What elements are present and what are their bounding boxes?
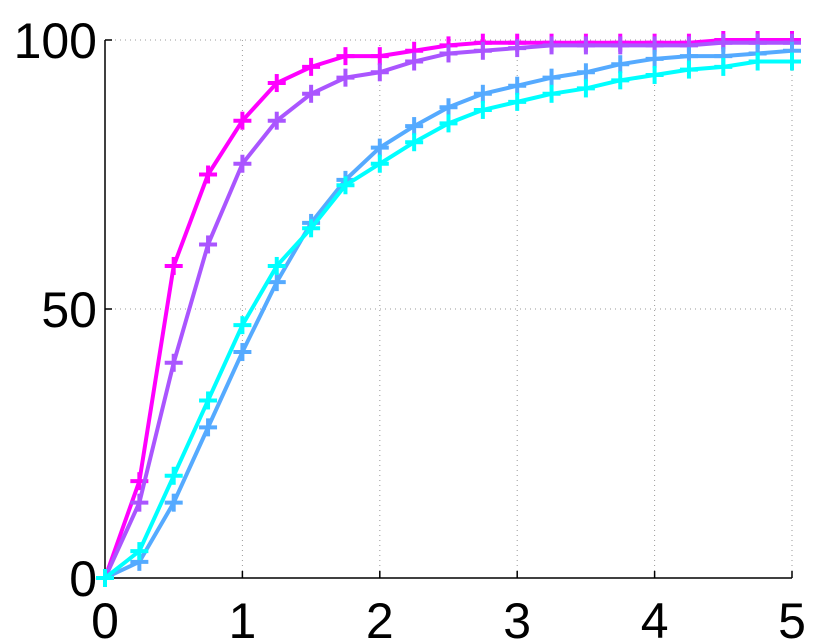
data-point-marker: [336, 47, 355, 66]
data-point-marker: [199, 418, 218, 437]
data-point-marker: [611, 71, 630, 90]
x-tick-label: 3: [503, 593, 531, 642]
data-point-marker: [576, 36, 595, 55]
data-point-marker: [611, 55, 630, 74]
data-point-marker: [508, 39, 527, 58]
data-point-marker: [439, 114, 458, 133]
series-group: [96, 31, 801, 587]
axes: [104, 39, 793, 579]
data-point-marker: [473, 41, 492, 60]
data-point-marker: [405, 52, 424, 71]
data-point-marker: [199, 391, 218, 410]
data-point-marker: [336, 68, 355, 87]
data-point-marker: [405, 117, 424, 136]
data-point-marker: [267, 273, 286, 292]
data-point-marker: [439, 98, 458, 117]
x-tick-label: 1: [228, 593, 256, 642]
data-point-marker: [267, 256, 286, 275]
data-point-marker: [370, 138, 389, 157]
data-point-marker: [233, 154, 252, 173]
x-tick-label: 4: [641, 593, 669, 642]
data-point-marker: [576, 63, 595, 82]
x-tick-label: 5: [778, 593, 806, 642]
data-point-marker: [542, 84, 561, 103]
data-point-marker: [508, 76, 527, 95]
x-tick-label: 0: [91, 593, 119, 642]
data-point-marker: [164, 493, 183, 512]
y-tick-label: 50: [41, 282, 97, 338]
data-point-marker: [164, 353, 183, 372]
data-point-marker: [748, 52, 767, 71]
data-point-marker: [576, 79, 595, 98]
data-point-marker: [336, 176, 355, 195]
data-point-marker: [439, 44, 458, 63]
series-4: [96, 52, 801, 587]
data-point-marker: [233, 343, 252, 362]
data-point-marker: [267, 74, 286, 93]
data-point-marker: [473, 84, 492, 103]
data-point-marker: [645, 49, 664, 68]
data-point-marker: [302, 219, 321, 238]
data-point-marker: [473, 100, 492, 119]
data-point-marker: [405, 133, 424, 152]
data-point-marker: [130, 542, 149, 561]
data-point-marker: [542, 68, 561, 87]
data-point-marker: [679, 60, 698, 79]
data-point-marker: [164, 466, 183, 485]
data-point-marker: [370, 154, 389, 173]
data-point-marker: [96, 569, 114, 587]
x-tick-label: 2: [366, 593, 394, 642]
data-point-marker: [302, 84, 321, 103]
data-point-marker: [267, 111, 286, 130]
data-point-marker: [370, 47, 389, 66]
data-point-marker: [302, 57, 321, 76]
data-point-marker: [370, 63, 389, 82]
y-tick-label: 0: [69, 551, 97, 607]
data-point-marker: [233, 111, 252, 130]
data-point-marker: [199, 165, 218, 184]
data-point-marker: [783, 52, 801, 71]
series-line: [103, 59, 792, 580]
data-point-marker: [233, 316, 252, 335]
data-point-marker: [164, 256, 183, 275]
data-point-marker: [199, 235, 218, 254]
data-point-marker: [714, 57, 733, 76]
data-point-marker: [130, 493, 149, 512]
data-point-marker: [611, 36, 630, 55]
data-point-marker: [645, 65, 664, 84]
y-tick-label: 100: [14, 13, 97, 69]
data-point-marker: [542, 36, 561, 55]
data-point-marker: [508, 92, 527, 111]
